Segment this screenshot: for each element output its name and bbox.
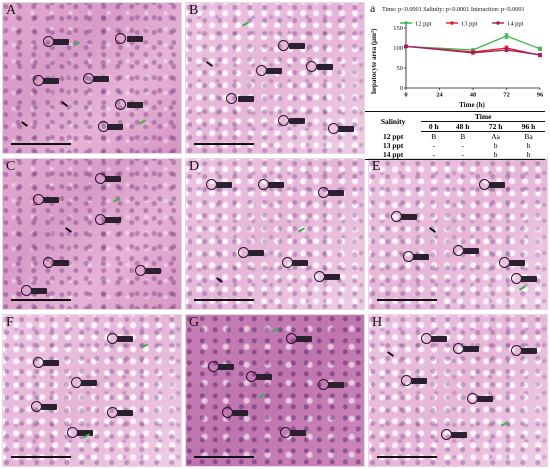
series-line [405,45,541,56]
table-cell: - [461,141,464,150]
table-cell: B [431,132,437,141]
scale-bar [11,299,71,301]
micrograph-image [369,315,547,466]
micrograph-panel-e: E [368,158,548,310]
scale-bar [377,299,437,301]
panel-label: D [189,159,200,174]
y-tick-label: 50 [397,65,404,72]
series-line [405,35,541,51]
panel-label: F [6,315,14,330]
table-group-header: Time [421,111,545,122]
x-tick-label: 96 [537,92,544,99]
micrograph-image [369,159,547,309]
micrograph-image [3,159,181,309]
scale-bar [194,143,254,145]
y-tick-label: 150 [393,25,403,32]
micrograph-panel-b: B [185,2,365,154]
panel-label: B [189,3,199,18]
y-tick-label: 0 [400,85,403,92]
data-point [471,50,475,55]
x-tick-label: 72 [503,92,510,99]
x-tick-label: 48 [470,92,477,99]
micrograph-image [186,315,364,466]
chart-axes: 0 50 100 150 0 24 48 72 96 [393,25,544,99]
data-point [538,46,542,51]
table-col-header: 72 h [479,121,513,132]
table-cell: b [493,141,498,150]
micrograph-panel-d: D [185,158,365,310]
panel-label: C [6,159,16,174]
row-label: 12 ppt [383,131,404,141]
scale-bar [194,299,254,301]
micrograph-image [3,315,181,466]
table-cell: B [460,132,466,141]
legend-label: 14 ppt [507,21,524,28]
micrograph-panel-f: F [2,314,182,467]
micrograph-panel-c: C [2,158,182,310]
table-cell: b [512,150,545,160]
scale-bar [194,456,254,458]
micrograph-panel-h: H [368,314,548,467]
table-row: 13 ppt - - b b [365,141,545,150]
chart-legend: 12 ppt 13 ppt 14 ppt [400,21,524,28]
scale-bar [377,456,437,458]
row-label: 13 ppt [383,141,404,150]
table-row: 12 ppt B B Aa Ba [365,131,545,141]
data-point [504,34,509,38]
line-chart: a Time: p<0.0001 Salinity: p<0.0001 Inte… [370,2,544,109]
table-col-header: 0 h [421,121,447,132]
chart-panel-label: a [370,2,376,15]
panel-label: A [6,3,17,18]
micrograph-panel-a: A [2,2,182,154]
table-col-header: 48 h [446,121,480,132]
significance-table: Salinity Time 0 h 48 h 72 h 96 h 12 ppt … [365,111,545,160]
table-row-header: Salinity [365,111,422,132]
y-axis-label: hepatocyte area (μm²) [370,28,378,94]
x-axis-label: Time (h) [459,101,485,109]
scale-bar [11,143,71,145]
chart-series [404,33,542,58]
table-row: 14 ppt - - b b [365,150,545,160]
table-cell: Aa [491,132,500,141]
legend-label: 13 ppt [461,21,478,28]
legend-marker [404,21,408,25]
row-label: 14 ppt [365,150,422,160]
table-cell: - [432,141,436,150]
scale-bar [11,456,71,458]
y-tick-label: 100 [393,45,403,52]
x-tick-label: 0 [404,92,407,99]
micrograph-panel-g: G [185,314,365,467]
panel-label: G [189,315,200,330]
table-col-header: 96 h [512,121,545,132]
x-tick-label: 24 [436,92,443,99]
data-point [504,48,509,52]
table-cell: - [446,150,480,160]
panel-label: E [372,159,381,174]
panel-label: H [372,315,383,330]
table-cell: Ba [524,132,533,141]
data-point [404,44,408,49]
legend-label: 12 ppt [415,21,432,28]
legend-marker [496,21,500,25]
legend-marker [450,21,454,25]
data-point [538,52,542,57]
table-cell: - [421,150,447,160]
table-cell: b [479,150,513,160]
table-cell: b [526,141,531,150]
stats-text: Time: p<0.0001 Salinity: p<0.0001 Intera… [382,6,525,13]
